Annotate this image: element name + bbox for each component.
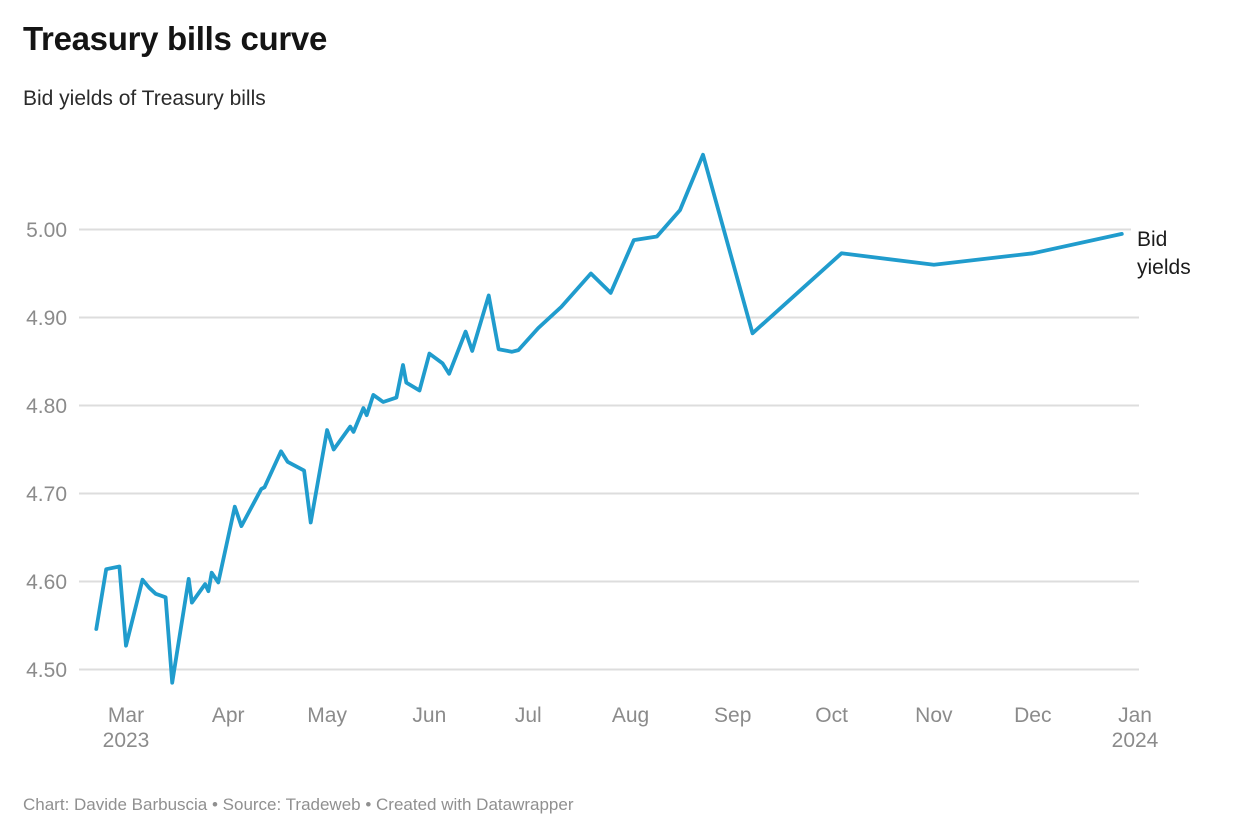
y-tick-label: 5.00 (26, 219, 67, 242)
y-tick-label: 4.70 (26, 483, 67, 506)
y-tick-label: 4.50 (26, 659, 67, 682)
x-tick-label: May (307, 704, 347, 727)
x-tick-year-label: 2023 (103, 729, 150, 752)
x-tick-label: Jan (1118, 704, 1152, 727)
y-tick-label: 4.90 (26, 307, 67, 330)
x-tick-label: Apr (212, 704, 245, 727)
chart-title: Treasury bills curve (23, 20, 328, 57)
y-tick-label: 4.60 (26, 571, 67, 594)
x-tick-label: Jul (515, 704, 542, 727)
x-tick-label: Dec (1014, 704, 1051, 727)
bid-yields-line (94, 152, 1124, 685)
x-tick-label: Aug (612, 704, 649, 727)
x-tick-label: Oct (815, 704, 848, 727)
x-tick-label: Sep (714, 704, 751, 727)
chart-footer: Chart: Davide Barbuscia • Source: Tradew… (23, 795, 574, 814)
x-tick-label: Nov (915, 704, 953, 727)
chart-subtitle: Bid yields of Treasury bills (23, 87, 266, 110)
series-end-label: Bid (1137, 228, 1167, 251)
x-tick-label: Jun (412, 704, 446, 727)
x-tick-year-label: 2024 (1112, 729, 1159, 752)
series-end-label: yields (1137, 256, 1191, 279)
y-tick-label: 4.80 (26, 395, 67, 418)
x-tick-label: Mar (108, 704, 144, 727)
